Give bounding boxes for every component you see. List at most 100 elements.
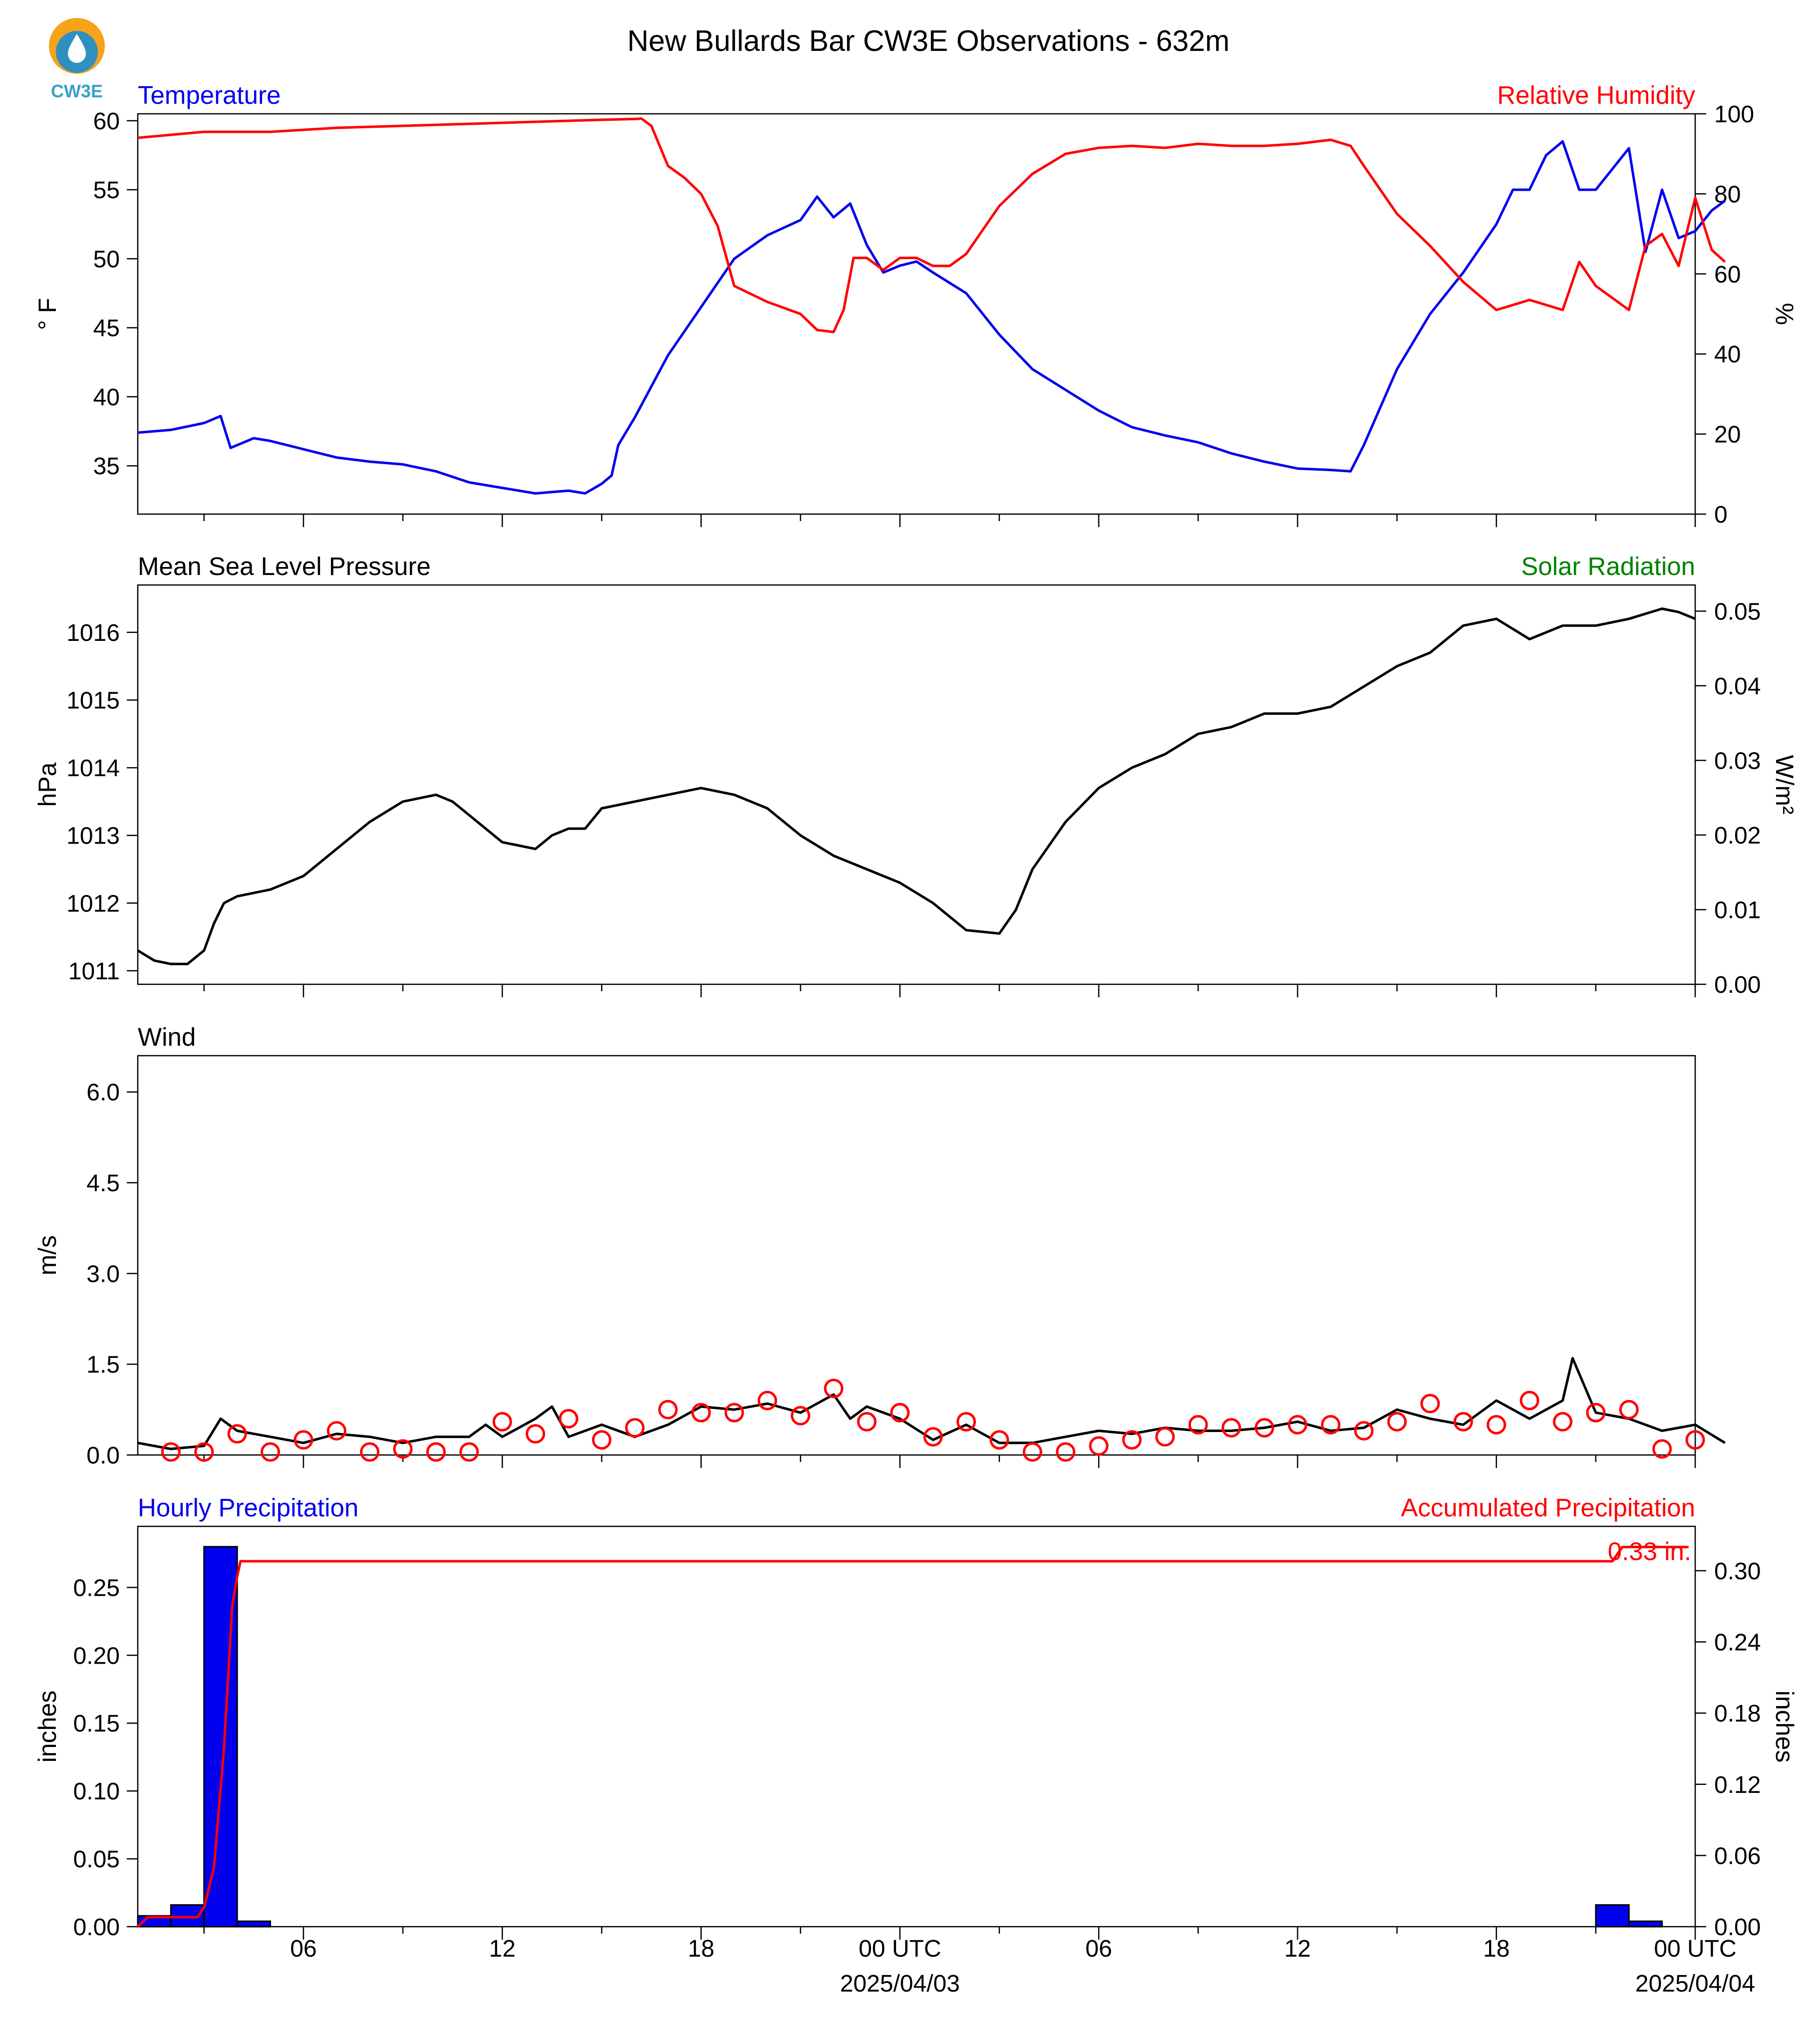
y-right-tick-label: 0.30 <box>1714 1558 1761 1585</box>
y-tick-label: 1016 <box>66 620 120 646</box>
wind-marker <box>1022 1442 1042 1462</box>
y-tick-label: 0.00 <box>73 1914 120 1941</box>
wind-marker <box>1387 1412 1407 1432</box>
y-right-tick-label: 0.18 <box>1714 1701 1761 1727</box>
precip-bar <box>236 1920 272 1928</box>
y-right-axis-label: W/m² <box>1771 755 1799 814</box>
y-tick-label: 0.10 <box>73 1778 120 1805</box>
y-tick-label: 40 <box>93 384 120 411</box>
y-right-tick-label: 60 <box>1714 262 1741 288</box>
wind-marker <box>1221 1418 1241 1438</box>
panel-2: 1011 1012 1013 1014 1015 1016 0.00 0.01 0.02 0.03… <box>33 552 1799 998</box>
cw3e-logo: CW3E <box>49 18 105 101</box>
wind-marker <box>1552 1412 1572 1432</box>
wind-marker <box>1287 1415 1307 1435</box>
wind-marker <box>1586 1403 1606 1423</box>
x-tick-label: 06 <box>1085 1936 1112 1962</box>
wind-marker <box>824 1379 844 1399</box>
y-tick-label: 35 <box>93 453 120 480</box>
wind-marker <box>956 1412 976 1432</box>
y-tick-label: 50 <box>93 246 120 273</box>
y-tick-label: 0.05 <box>73 1846 120 1873</box>
x-tick-label: 18 <box>688 1936 714 1962</box>
y-tick-label: 1012 <box>66 890 120 917</box>
y-axis-label: ° F <box>33 298 61 330</box>
y-right-tick-label: 0.12 <box>1714 1772 1761 1798</box>
panel-4: 0.00 0.05 0.10 0.15 0.20 0.25 0.00 0.06 0.12 0.18… <box>33 1493 1799 1941</box>
wind-marker <box>326 1421 346 1441</box>
y-tick-label: 45 <box>93 315 120 342</box>
wind-marker <box>1354 1421 1374 1441</box>
series-line-2 <box>137 1545 1689 1928</box>
y-tick-label: 0.0 <box>86 1443 120 1469</box>
y-tick-label: 1014 <box>66 755 120 782</box>
series-line-1 <box>137 140 1726 495</box>
y-tick-label: 1015 <box>66 688 120 714</box>
panel-right-title: Accumulated Precipitation <box>1401 1493 1695 1522</box>
y-tick-label: 0.15 <box>73 1711 120 1737</box>
wind-marker <box>559 1409 579 1429</box>
plot-frame <box>137 113 1696 515</box>
precip-bar <box>1595 1904 1630 1928</box>
plot-frame <box>137 584 1696 985</box>
panel-3: 0.0 1.5 3.0 4.5 6.0 Wind m/s <box>33 1023 1726 1469</box>
y-tick-label: 1013 <box>66 823 120 850</box>
wind-marker <box>294 1430 313 1450</box>
wind-marker <box>1420 1394 1440 1414</box>
y-right-tick-label: 0.24 <box>1714 1630 1761 1656</box>
y-right-tick-label: 20 <box>1714 422 1741 448</box>
y-right-tick-label: 0.00 <box>1714 1914 1761 1941</box>
wind-marker <box>1254 1418 1274 1438</box>
y-right-tick-label: 0.02 <box>1714 823 1761 849</box>
y-right-tick-label: 100 <box>1714 101 1754 128</box>
wind-marker <box>459 1442 479 1462</box>
series-line-1 <box>137 607 1696 965</box>
plot-frame <box>137 1055 1696 1456</box>
y-right-axis-label: % <box>1771 303 1799 325</box>
wind-marker <box>1487 1415 1507 1435</box>
x-date-label: 2025/04/04 <box>1635 1971 1755 1997</box>
x-tick-label: 12 <box>489 1936 516 1962</box>
y-axis-label: inches <box>33 1691 61 1763</box>
wind-marker <box>890 1403 910 1423</box>
y-right-axis-label: inches <box>1771 1691 1799 1763</box>
wind-marker <box>393 1439 413 1459</box>
x-tick-label: 18 <box>1483 1936 1510 1962</box>
panel-left-title: Mean Sea Level Pressure <box>138 552 431 580</box>
panel-left-title: Temperature <box>138 81 281 109</box>
wind-marker <box>1155 1427 1175 1447</box>
wind-marker <box>1056 1442 1076 1462</box>
y-tick-label: 0.25 <box>73 1575 120 1601</box>
chart-title: New Bullards Bar CW3E Observations - 632… <box>627 24 1230 57</box>
y-axis-label: hPa <box>33 762 61 807</box>
y-tick-label: 0.20 <box>73 1643 120 1669</box>
wind-marker <box>1685 1430 1705 1450</box>
panel-right-title: Solar Radiation <box>1521 552 1695 580</box>
y-tick-label: 4.5 <box>86 1170 120 1197</box>
panel-left-title: Hourly Precipitation <box>138 1493 358 1522</box>
wind-marker <box>360 1442 380 1462</box>
wind-marker <box>857 1412 877 1432</box>
y-right-tick-label: 0.05 <box>1714 598 1761 625</box>
logo-drop-icon <box>68 34 86 63</box>
y-right-tick-label: 0 <box>1714 502 1728 528</box>
y-axis-label: m/s <box>33 1235 61 1276</box>
wind-marker <box>161 1442 181 1462</box>
wind-marker <box>1122 1430 1142 1450</box>
x-tick-label: 12 <box>1284 1936 1311 1962</box>
wind-marker <box>1652 1439 1672 1459</box>
wind-marker <box>724 1403 744 1423</box>
y-right-tick-label: 80 <box>1714 181 1741 208</box>
series-line-1 <box>137 1357 1726 1450</box>
wind-marker <box>1619 1400 1639 1420</box>
plot-frame <box>137 1525 1696 1928</box>
wind-marker <box>227 1424 247 1444</box>
series-line-2 <box>137 117 1726 333</box>
wind-marker <box>526 1424 546 1444</box>
y-tick-label: 6.0 <box>86 1080 120 1106</box>
y-right-tick-label: 0.03 <box>1714 748 1761 774</box>
y-right-tick-label: 0.04 <box>1714 673 1761 700</box>
wind-marker <box>1453 1412 1473 1432</box>
x-tick-label: 00 UTC <box>859 1936 941 1962</box>
